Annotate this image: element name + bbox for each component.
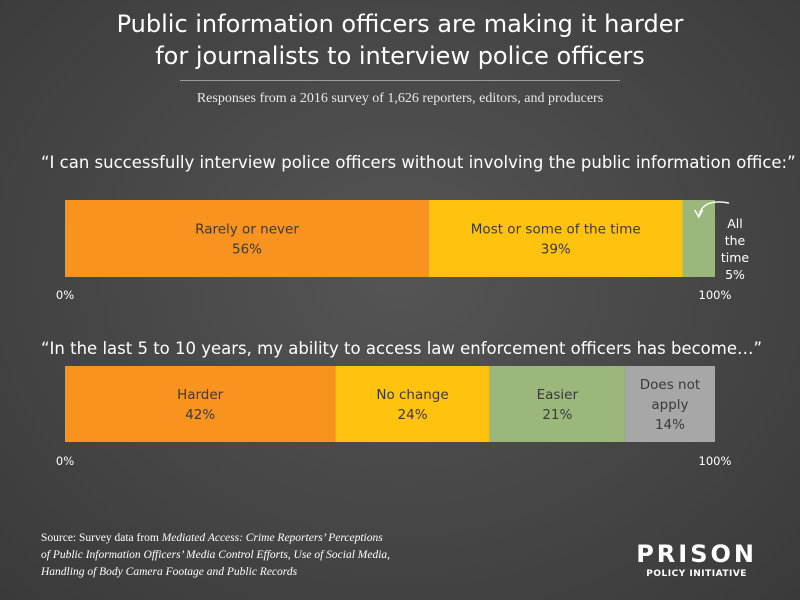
question-1: “I can successfully interview police off…	[41, 153, 796, 172]
segment-value-most-or-some-of-the-time: 39%	[541, 242, 571, 258]
segment-name-harder: Harder	[177, 387, 224, 403]
axis-label-min: 0%	[56, 454, 74, 468]
bar-segment-harder	[65, 366, 336, 442]
segment-name-all-the-time: time	[721, 250, 750, 265]
segment-name-all-the-time: the	[725, 233, 746, 248]
callout-arrow-head	[694, 209, 704, 219]
logo-wordmark-top: PRISON	[636, 540, 757, 568]
segment-name-rarely-or-never: Rarely or never	[195, 222, 299, 238]
chart-1: Rarely or never 56% Most or some of the ti…	[56, 200, 750, 302]
chart-subtitle: Responses from a 2016 survey of 1,626 re…	[196, 91, 604, 106]
segment-value-no-change: 24%	[398, 407, 428, 423]
segment-name-no-change: No change	[376, 387, 448, 403]
source-line-3: Handling of Body Camera Footage and Publ…	[41, 566, 298, 578]
chart-title: Public information officers are making i…	[0, 8, 800, 72]
bar-segment-no-change	[335, 366, 490, 442]
bar-segment-rarely-or-never	[65, 200, 429, 277]
segment-value-all-the-time: 5%	[725, 267, 745, 282]
question-2: “In the last 5 to 10 years, my ability t…	[41, 339, 763, 358]
title-line-2: for journalists to interview police offi…	[155, 42, 645, 70]
segment-name-easier: Easier	[537, 387, 579, 403]
segment-name-does-not-apply: Does not	[640, 377, 700, 393]
segment-value-easier: 21%	[542, 407, 572, 423]
source-line-1: Mediated Access: Crime Reporters’ Percep…	[161, 532, 383, 544]
segment-value-does-not-apply: 14%	[655, 417, 685, 433]
bar-segment-most-or-some-of-the-time	[429, 200, 683, 277]
source-line-2: of Public Information Officers’ Media Co…	[41, 549, 391, 561]
logo-wordmark-bottom: POLICY INITIATIVE	[646, 569, 747, 579]
segment-value-rarely-or-never: 56%	[232, 242, 262, 258]
bar-segment-all-the-time	[682, 200, 715, 277]
segment-name-does-not-apply: apply	[651, 397, 688, 413]
source-note: Source: Survey data from Mediated Access…	[41, 530, 390, 581]
callout-arrow	[698, 201, 730, 217]
source-lead: Source: Survey data from	[41, 532, 162, 544]
axis-label-max: 100%	[699, 454, 732, 468]
title-line-1: Public information officers are making i…	[116, 10, 684, 38]
title-divider	[180, 80, 620, 81]
segment-name-most-or-some-of-the-time: Most or some of the time	[471, 222, 641, 238]
prison-policy-initiative-logo: PRISON POLICY INITIATIVE	[636, 541, 757, 579]
axis-label-max: 100%	[699, 288, 732, 302]
segment-name-all-the-time: All	[727, 216, 743, 231]
bar-segment-does-not-apply	[624, 366, 715, 442]
axis-label-min: 0%	[56, 288, 74, 302]
bar-segment-easier	[489, 366, 625, 442]
chart-2: Harder 42% No change 24% Easier 21% Does not ap…	[56, 366, 732, 468]
segment-value-harder: 42%	[185, 407, 215, 423]
